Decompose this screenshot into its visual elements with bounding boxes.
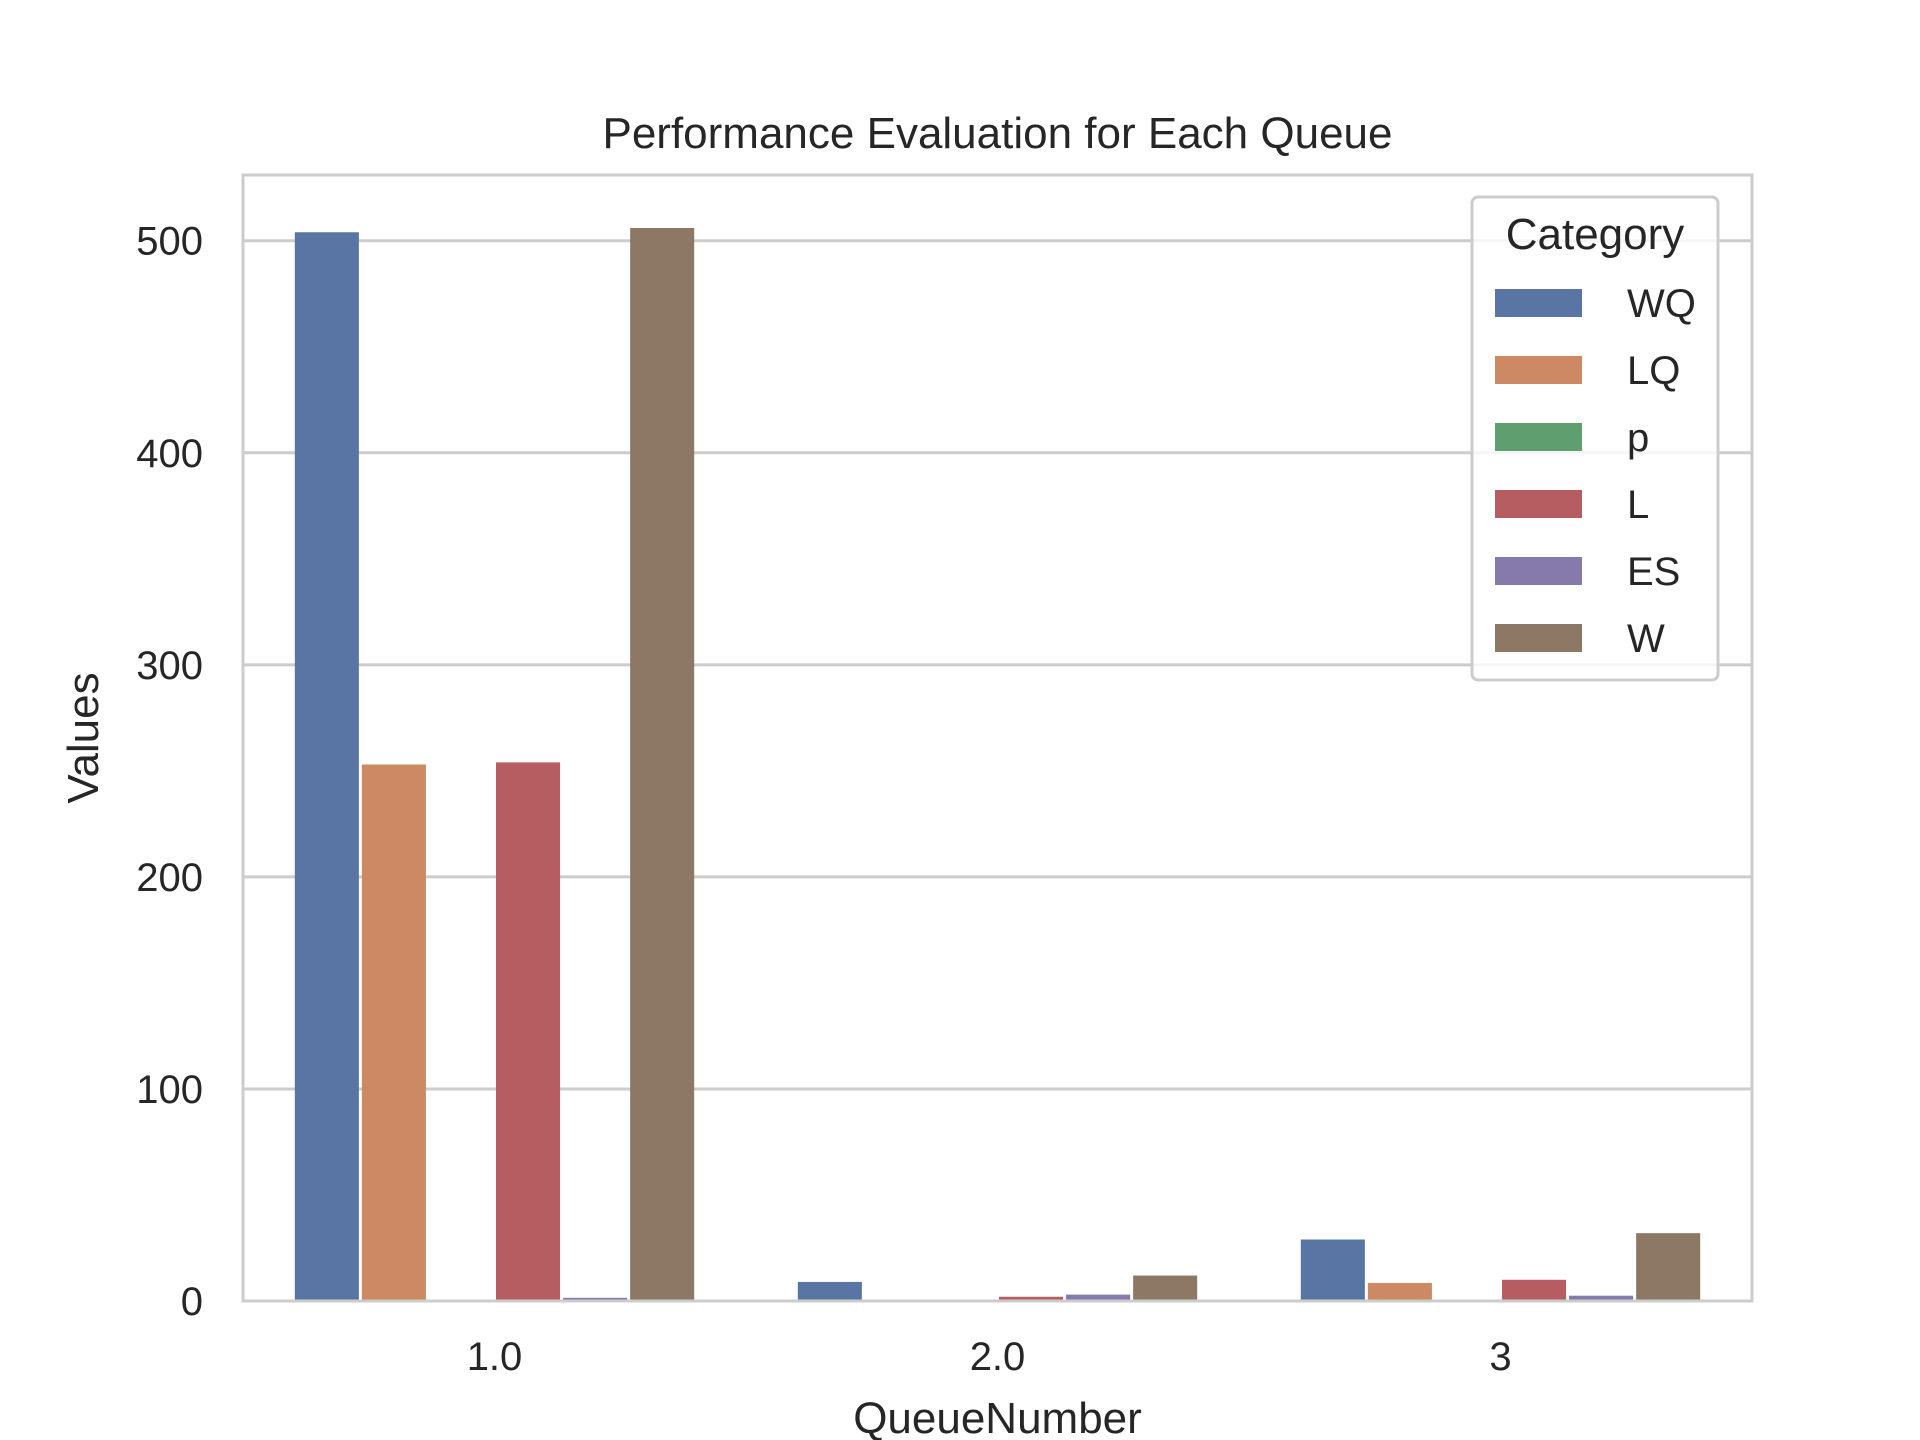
bar-l-2 [1502,1279,1567,1301]
chart-title: Performance Evaluation for Each Queue [602,109,1392,158]
y-axis-label: Values [59,672,108,803]
legend-swatch-es [1495,557,1582,585]
x-axis-label: QueueNumber [853,1394,1142,1440]
legend-swatch-wq [1495,289,1582,317]
bar-w-1 [1133,1275,1198,1301]
x-tick-labels: 1.0 2.0 3 [467,1335,1512,1379]
legend-swatch-lq [1495,356,1582,384]
bar-lq-2 [1367,1282,1432,1301]
legend-label-w: W [1627,617,1665,661]
plot-frame [241,173,1754,1303]
bar-lq-0 [361,764,426,1301]
x-tick-label: 1.0 [467,1335,523,1379]
legend-label-lq: LQ [1627,349,1680,393]
y-tick-labels: 0 100 200 300 400 500 [136,220,203,1324]
y-tick-label: 400 [136,432,203,476]
x-tick-label: 3 [1489,1335,1511,1379]
bar-l-1 [999,1296,1064,1301]
legend-label-p: p [1627,416,1649,460]
legend-label-wq: WQ [1627,282,1696,326]
y-tick-label: 200 [136,856,203,900]
bar-wq-1 [797,1281,862,1301]
legend-swatch-p [1495,423,1582,451]
bar-es-0 [563,1297,628,1301]
legend-swatch-w [1495,624,1582,652]
x-tick-label: 2.0 [970,1335,1026,1379]
legend-label-l: L [1627,483,1649,527]
legend-title: Category [1506,210,1685,259]
bars [294,228,1701,1301]
bar-es-2 [1569,1295,1634,1301]
legend: Category WQ LQ pL ES W [1470,195,1720,682]
bar-l-0 [496,762,561,1301]
bar-wq-2 [1300,1239,1365,1301]
y-tick-label: 300 [136,644,203,688]
y-tick-label: 500 [136,220,203,264]
legend-items: WQ LQ pL ES W [1495,282,1696,661]
bar-w-2 [1636,1233,1701,1301]
y-tick-label: 0 [181,1280,203,1324]
bar-w-0 [630,228,695,1301]
legend-label-es: ES [1627,550,1680,594]
legend-swatch-l [1495,490,1582,518]
y-tick-label: 100 [136,1068,203,1112]
bar-es-1 [1066,1294,1131,1301]
bar-wq-0 [294,232,359,1301]
